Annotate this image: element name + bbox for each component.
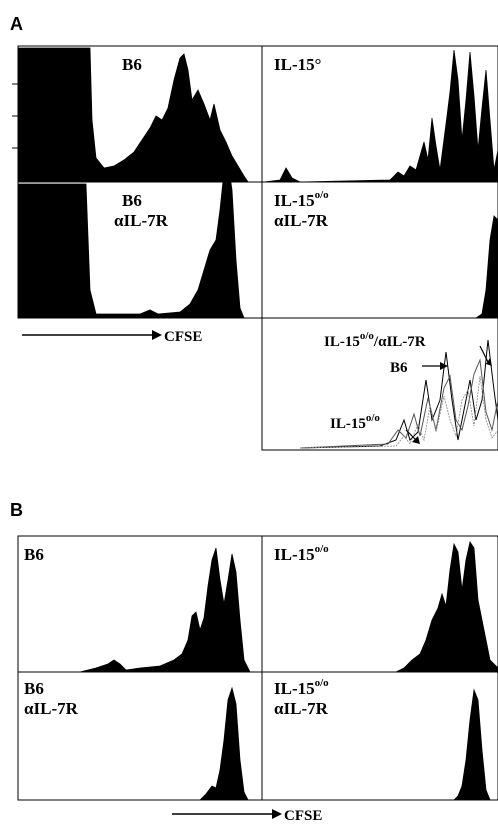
cfse-label-a: CFSE — [164, 329, 202, 345]
overlay-label-1-sup: o/o — [360, 330, 375, 342]
label-a-mid-left-1: B6 — [122, 191, 142, 210]
panel-b-letter: B — [10, 500, 23, 520]
label-b-top-right-sup: o/o — [315, 543, 330, 555]
overlay-label-3: IL-15o/o — [330, 412, 380, 432]
label-a-mid-right-sup: o/o — [315, 189, 330, 201]
label-b-bot-left-1: B6 — [24, 679, 44, 698]
cfse-label-b: CFSE — [284, 808, 322, 824]
panel-a-letter: A — [10, 14, 23, 34]
histogram-b-top-left — [18, 547, 251, 673]
label-a-mid-right-base: IL-15 — [274, 191, 315, 210]
overlay-panel — [261, 317, 498, 451]
label-b-bot-right-1: IL-15o/o — [274, 677, 329, 698]
cfse-arrow-a — [22, 330, 162, 340]
label-b-bot-right-sup: o/o — [315, 677, 330, 689]
histogram-a-top-right — [263, 49, 498, 183]
overlay-label-3-base: IL-15 — [330, 416, 366, 432]
label-a-mid-right-2: αIL-7R — [274, 211, 329, 230]
histogram-b-bot-left — [18, 686, 249, 801]
overlay-label-1-base: IL-15 — [324, 334, 360, 350]
histogram-b-bot-right — [264, 688, 491, 801]
label-b-bot-left-2: αIL-7R — [24, 699, 79, 718]
overlay-trace-3 — [299, 375, 498, 449]
histogram-a-top-left — [17, 47, 249, 183]
label-b-bot-right-base: IL-15 — [274, 679, 315, 698]
label-b-bot-right-2: αIL-7R — [274, 699, 329, 718]
label-a-top-left: B6 — [122, 55, 142, 74]
cfse-arrow-b — [172, 809, 282, 819]
overlay-label-3-sup: o/o — [366, 412, 381, 424]
label-a-mid-left-2: αIL-7R — [114, 211, 169, 230]
label-b-top-right-base: IL-15 — [274, 545, 315, 564]
histogram-a-mid-left — [17, 160, 245, 319]
label-a-top-right: IL-15° — [274, 55, 321, 74]
overlay-label-2: B6 — [390, 360, 408, 376]
histogram-b-top-right — [264, 540, 498, 673]
label-b-top-left: B6 — [24, 545, 44, 564]
overlay-trace-1 — [299, 339, 498, 449]
overlay-label-1-tail: /αIL-7R — [373, 334, 426, 350]
histogram-a-mid-right — [264, 215, 498, 319]
label-b-top-right: IL-15o/o — [274, 543, 329, 564]
overlay-label-1: IL-15o/o/αIL-7R — [324, 330, 426, 350]
label-a-mid-right-1: IL-15o/o — [274, 189, 329, 210]
